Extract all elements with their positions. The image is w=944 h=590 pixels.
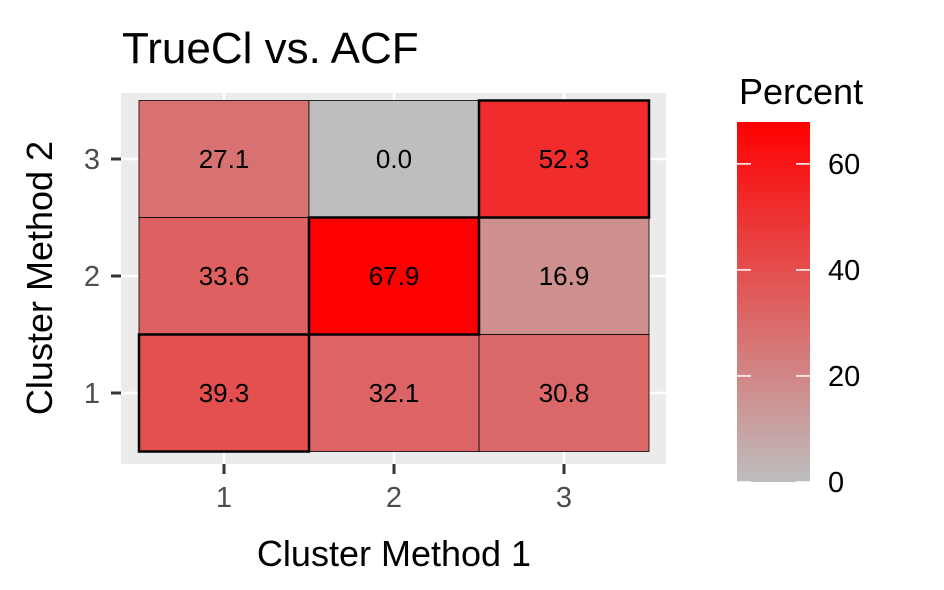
x-axis-ticks: 1 2 3 (216, 464, 572, 514)
legend-tick-label-60: 60 (828, 149, 860, 181)
legend-colorbar (737, 122, 810, 482)
legend-tick-label-0: 0 (828, 467, 844, 499)
legend-tick-label-20: 20 (828, 361, 860, 393)
heatmap-cell-2-3 (308, 100, 480, 218)
legend-title: Percent (739, 71, 863, 112)
heatmap-cell-3-2 (478, 217, 650, 335)
cell-value-2-2: 67.9 (369, 261, 420, 291)
cell-value-1-1: 39.3 (199, 378, 250, 408)
heatmap-cell-outlines (137, 99, 651, 453)
legend-ticks: 0 20 40 60 (737, 149, 860, 499)
legend: Percent 0 20 40 60 (737, 71, 863, 499)
cell-value-1-2: 33.6 (199, 261, 250, 291)
heatmap-cell-labels: 27.1 0.0 52.3 33.6 67.9 16.9 39.3 32.1 30.8 (199, 144, 590, 408)
cell-outline-3-3 (477, 99, 651, 219)
y-tick-label-2: 2 (84, 261, 100, 293)
cell-value-2-3: 0.0 (376, 144, 412, 174)
heatmap-cell-2-1 (308, 334, 480, 452)
chart-title: TrueCl vs. ACF (122, 24, 419, 73)
x-tick-label-3: 3 (556, 482, 572, 514)
cell-value-3-1: 30.8 (539, 378, 590, 408)
cell-value-1-3: 27.1 (199, 144, 250, 174)
x-tick-label-2: 2 (386, 482, 402, 514)
cell-value-3-2: 16.9 (539, 261, 590, 291)
legend-tick-label-40: 40 (828, 255, 860, 287)
cell-value-3-3: 52.3 (539, 144, 590, 174)
heatmap-cell-3-1 (478, 334, 650, 452)
x-tick-label-1: 1 (216, 482, 232, 514)
y-tick-label-1: 1 (84, 378, 100, 410)
x-axis-title: Cluster Method 1 (257, 533, 531, 574)
y-tick-label-3: 3 (84, 144, 100, 176)
y-axis-ticks: 1 2 3 (84, 144, 121, 410)
cell-outline-2-2 (307, 216, 481, 336)
y-axis-title: Cluster Method 2 (19, 141, 60, 415)
cell-value-2-1: 32.1 (369, 378, 420, 408)
cell-outline-1-1 (137, 333, 311, 453)
heatmap-cells (138, 100, 650, 452)
